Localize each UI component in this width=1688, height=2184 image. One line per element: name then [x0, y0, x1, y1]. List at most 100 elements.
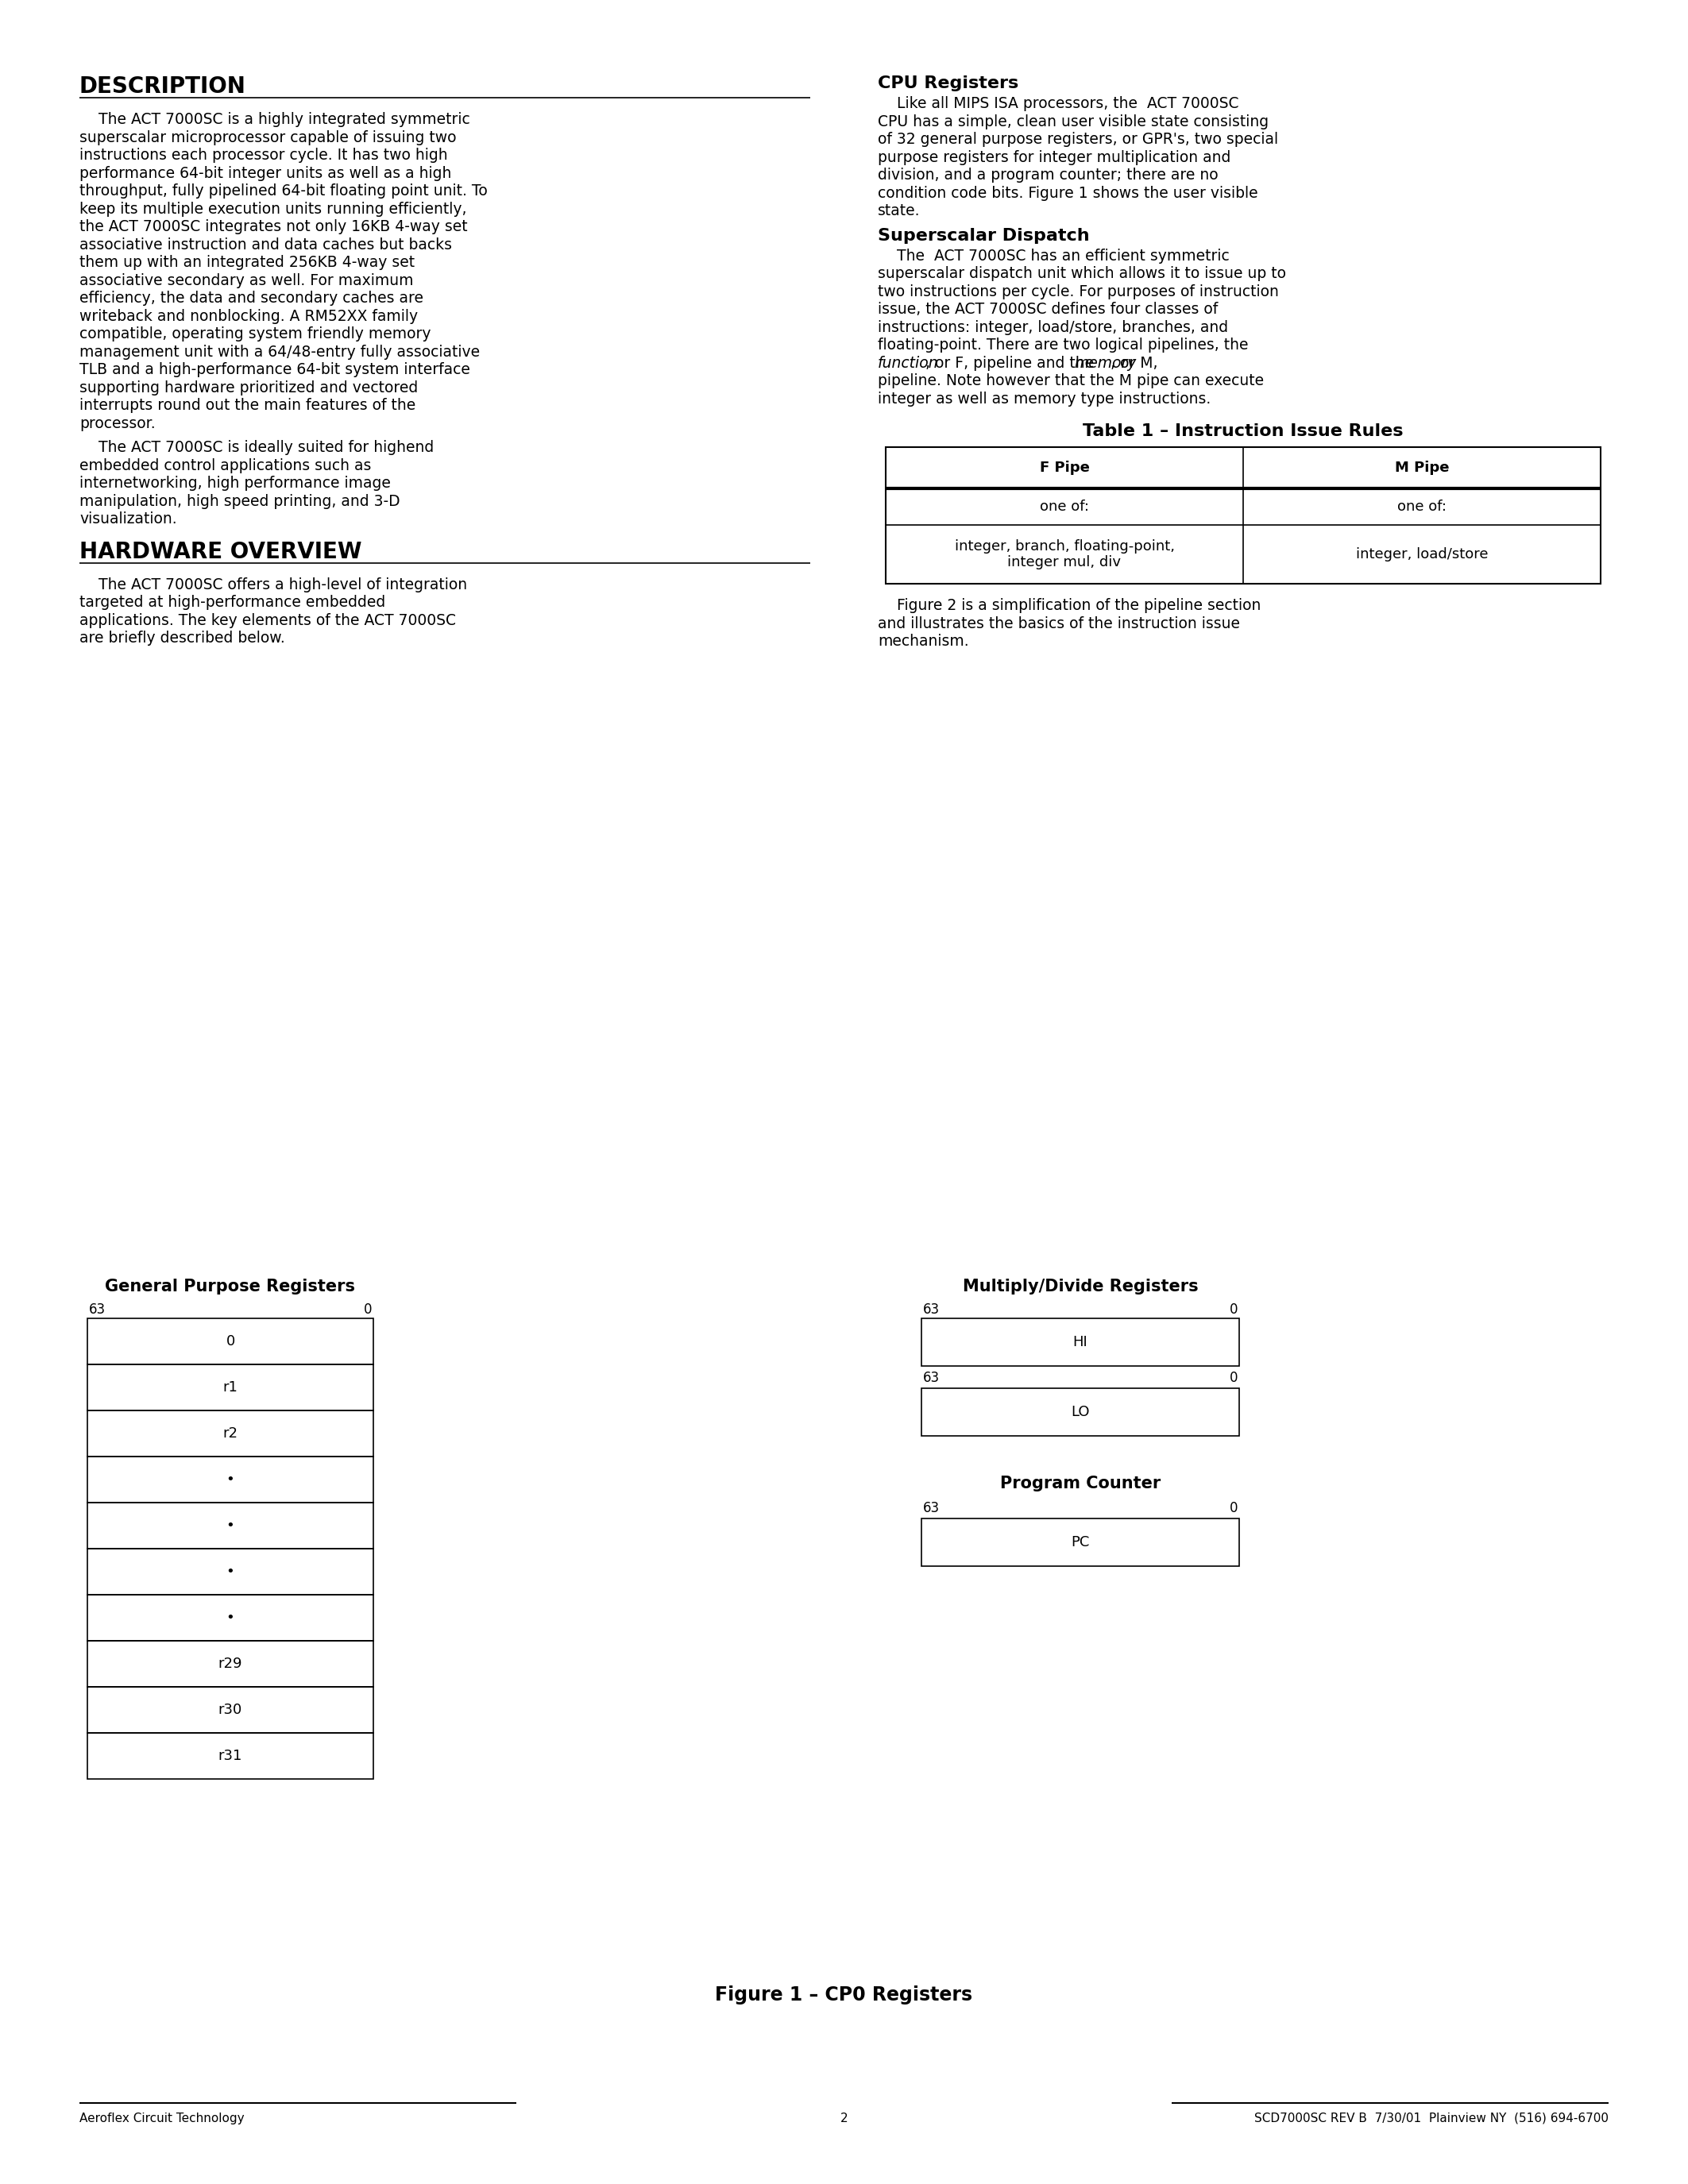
Text: 0: 0 — [226, 1334, 235, 1348]
Text: associative secondary as well. For maximum: associative secondary as well. For maxim… — [79, 273, 414, 288]
Text: one of:: one of: — [1040, 500, 1089, 513]
Text: Figure 2 is a simplification of the pipeline section: Figure 2 is a simplification of the pipe… — [878, 598, 1261, 614]
Text: The ACT 7000SC is a highly integrated symmetric: The ACT 7000SC is a highly integrated sy… — [79, 111, 469, 127]
Text: r29: r29 — [218, 1658, 243, 1671]
Text: Like all MIPS ISA processors, the  ACT 7000SC: Like all MIPS ISA processors, the ACT 70… — [878, 96, 1239, 111]
Text: superscalar dispatch unit which allows it to issue up to: superscalar dispatch unit which allows i… — [878, 266, 1286, 282]
Text: division, and a program counter; there are no: division, and a program counter; there a… — [878, 168, 1219, 183]
Text: General Purpose Registers: General Purpose Registers — [105, 1278, 356, 1295]
Text: memory: memory — [1074, 356, 1136, 371]
Text: CPU Registers: CPU Registers — [878, 76, 1018, 92]
Text: The ACT 7000SC offers a high-level of integration: The ACT 7000SC offers a high-level of in… — [79, 577, 468, 592]
Text: associative instruction and data caches but backs: associative instruction and data caches … — [79, 238, 452, 251]
Text: r30: r30 — [218, 1704, 243, 1717]
Text: LO: LO — [1070, 1404, 1090, 1420]
Text: applications. The key elements of the ACT 7000SC: applications. The key elements of the AC… — [79, 614, 456, 627]
Bar — [886, 448, 1600, 583]
Text: condition code bits. Figure 1 shows the user visible: condition code bits. Figure 1 shows the … — [878, 186, 1258, 201]
Bar — [88, 1594, 373, 1640]
Text: r31: r31 — [218, 1749, 243, 1762]
Bar — [88, 1640, 373, 1686]
Text: 0: 0 — [1229, 1302, 1237, 1317]
Text: F Pipe: F Pipe — [1040, 461, 1089, 474]
Text: keep its multiple execution units running efficiently,: keep its multiple execution units runnin… — [79, 201, 466, 216]
Text: integer as well as memory type instructions.: integer as well as memory type instructi… — [878, 391, 1210, 406]
Text: The ACT 7000SC is ideally suited for highend: The ACT 7000SC is ideally suited for hig… — [79, 439, 434, 454]
Text: purpose registers for integer multiplication and: purpose registers for integer multiplica… — [878, 151, 1231, 164]
Text: , or F, pipeline and the: , or F, pipeline and the — [925, 356, 1099, 371]
Text: Table 1 – Instruction Issue Rules: Table 1 – Instruction Issue Rules — [1084, 424, 1403, 439]
Text: SCD7000SC REV B  7/30/01  Plainview NY  (516) 694-6700: SCD7000SC REV B 7/30/01 Plainview NY (51… — [1254, 2112, 1609, 2125]
Text: HI: HI — [1074, 1334, 1087, 1350]
Text: •: • — [226, 1472, 235, 1487]
Text: interrupts round out the main features of the: interrupts round out the main features o… — [79, 397, 415, 413]
Text: TLB and a high-performance 64-bit system interface: TLB and a high-performance 64-bit system… — [79, 363, 471, 378]
Text: 63: 63 — [89, 1302, 106, 1317]
Text: manipulation, high speed printing, and 3-D: manipulation, high speed printing, and 3… — [79, 494, 400, 509]
Text: , or M,: , or M, — [1111, 356, 1158, 371]
Bar — [88, 1686, 373, 1732]
Text: DESCRIPTION: DESCRIPTION — [79, 76, 246, 98]
Text: internetworking, high performance image: internetworking, high performance image — [79, 476, 390, 491]
Text: r1: r1 — [223, 1380, 238, 1396]
Text: Superscalar Dispatch: Superscalar Dispatch — [878, 227, 1089, 242]
Text: and illustrates the basics of the instruction issue: and illustrates the basics of the instru… — [878, 616, 1241, 631]
Bar — [88, 1548, 373, 1594]
Text: integer, branch, floating-point,
integer mul, div: integer, branch, floating-point, integer… — [954, 539, 1175, 570]
Text: processor.: processor. — [79, 415, 155, 430]
Text: CPU has a simple, clean user visible state consisting: CPU has a simple, clean user visible sta… — [878, 114, 1269, 129]
Text: visualization.: visualization. — [79, 511, 177, 526]
Text: are briefly described below.: are briefly described below. — [79, 631, 285, 646]
Text: 63: 63 — [923, 1500, 940, 1516]
Text: •: • — [226, 1610, 235, 1625]
Text: 0: 0 — [1229, 1500, 1237, 1516]
Text: compatible, operating system friendly memory: compatible, operating system friendly me… — [79, 325, 430, 341]
Text: mechanism.: mechanism. — [878, 633, 969, 649]
Text: floating-point. There are two logical pipelines, the: floating-point. There are two logical pi… — [878, 339, 1249, 352]
Text: efficiency, the data and secondary caches are: efficiency, the data and secondary cache… — [79, 290, 424, 306]
Text: Figure 1 – CP0 Registers: Figure 1 – CP0 Registers — [716, 1985, 972, 2005]
Text: writeback and nonblocking. A RM52XX family: writeback and nonblocking. A RM52XX fami… — [79, 308, 419, 323]
Text: HARDWARE OVERVIEW: HARDWARE OVERVIEW — [79, 539, 361, 563]
Text: function: function — [878, 356, 939, 371]
Text: 0: 0 — [1229, 1372, 1237, 1385]
Text: one of:: one of: — [1398, 500, 1447, 513]
Bar — [88, 1411, 373, 1457]
Text: •: • — [226, 1564, 235, 1579]
Text: throughput, fully pipelined 64-bit floating point unit. To: throughput, fully pipelined 64-bit float… — [79, 183, 488, 199]
Text: issue, the ACT 7000SC defines four classes of: issue, the ACT 7000SC defines four class… — [878, 301, 1219, 317]
Text: M Pipe: M Pipe — [1394, 461, 1448, 474]
Text: performance 64-bit integer units as well as a high: performance 64-bit integer units as well… — [79, 166, 451, 181]
Bar — [88, 1503, 373, 1548]
Text: superscalar microprocessor capable of issuing two: superscalar microprocessor capable of is… — [79, 129, 456, 144]
Text: 63: 63 — [923, 1302, 940, 1317]
Text: supporting hardware prioritized and vectored: supporting hardware prioritized and vect… — [79, 380, 419, 395]
Text: them up with an integrated 256KB 4-way set: them up with an integrated 256KB 4-way s… — [79, 256, 415, 271]
Text: 63: 63 — [923, 1372, 940, 1385]
Text: embedded control applications such as: embedded control applications such as — [79, 459, 371, 474]
Text: 2: 2 — [841, 2112, 847, 2125]
Text: Multiply/Divide Registers: Multiply/Divide Registers — [962, 1278, 1198, 1295]
Text: instructions: integer, load/store, branches, and: instructions: integer, load/store, branc… — [878, 319, 1229, 334]
Text: the ACT 7000SC integrates not only 16KB 4-way set: the ACT 7000SC integrates not only 16KB … — [79, 218, 468, 234]
Text: •: • — [226, 1518, 235, 1533]
Bar — [922, 1389, 1239, 1435]
Bar — [88, 1319, 373, 1365]
Text: targeted at high-performance embedded: targeted at high-performance embedded — [79, 594, 385, 609]
Text: PC: PC — [1072, 1535, 1090, 1548]
Text: Aeroflex Circuit Technology: Aeroflex Circuit Technology — [79, 2112, 245, 2125]
Bar — [88, 1732, 373, 1780]
Text: two instructions per cycle. For purposes of instruction: two instructions per cycle. For purposes… — [878, 284, 1280, 299]
Bar — [88, 1365, 373, 1411]
Text: integer, load/store: integer, load/store — [1355, 548, 1489, 561]
Text: instructions each processor cycle. It has two high: instructions each processor cycle. It ha… — [79, 149, 447, 164]
Text: of 32 general purpose registers, or GPR's, two special: of 32 general purpose registers, or GPR'… — [878, 131, 1278, 146]
Text: pipeline. Note however that the M pipe can execute: pipeline. Note however that the M pipe c… — [878, 373, 1264, 389]
Text: r2: r2 — [223, 1426, 238, 1441]
Bar — [922, 1319, 1239, 1365]
Text: The  ACT 7000SC has an efficient symmetric: The ACT 7000SC has an efficient symmetri… — [878, 249, 1229, 264]
Text: management unit with a 64/48-entry fully associative: management unit with a 64/48-entry fully… — [79, 345, 479, 360]
Text: Program Counter: Program Counter — [999, 1476, 1161, 1492]
Bar — [88, 1457, 373, 1503]
Text: state.: state. — [878, 203, 920, 218]
